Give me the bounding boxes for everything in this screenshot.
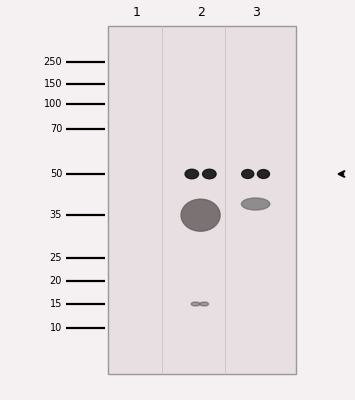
Text: 150: 150 <box>44 79 62 89</box>
Ellipse shape <box>185 169 198 179</box>
Ellipse shape <box>203 169 216 179</box>
Ellipse shape <box>200 302 209 306</box>
Ellipse shape <box>181 199 220 231</box>
Text: 100: 100 <box>44 99 62 109</box>
Text: 3: 3 <box>252 6 260 18</box>
Text: 25: 25 <box>50 253 62 263</box>
Text: 250: 250 <box>44 57 62 67</box>
Text: 20: 20 <box>50 276 62 286</box>
Text: 50: 50 <box>50 169 62 179</box>
Text: 15: 15 <box>50 299 62 309</box>
Ellipse shape <box>241 198 270 210</box>
Ellipse shape <box>242 170 254 178</box>
Text: 1: 1 <box>133 6 141 18</box>
Text: 70: 70 <box>50 124 62 134</box>
Ellipse shape <box>257 170 269 178</box>
Ellipse shape <box>191 302 200 306</box>
Text: 2: 2 <box>197 6 204 18</box>
Text: 35: 35 <box>50 210 62 220</box>
Text: 10: 10 <box>50 323 62 333</box>
Bar <box>108 26 296 374</box>
